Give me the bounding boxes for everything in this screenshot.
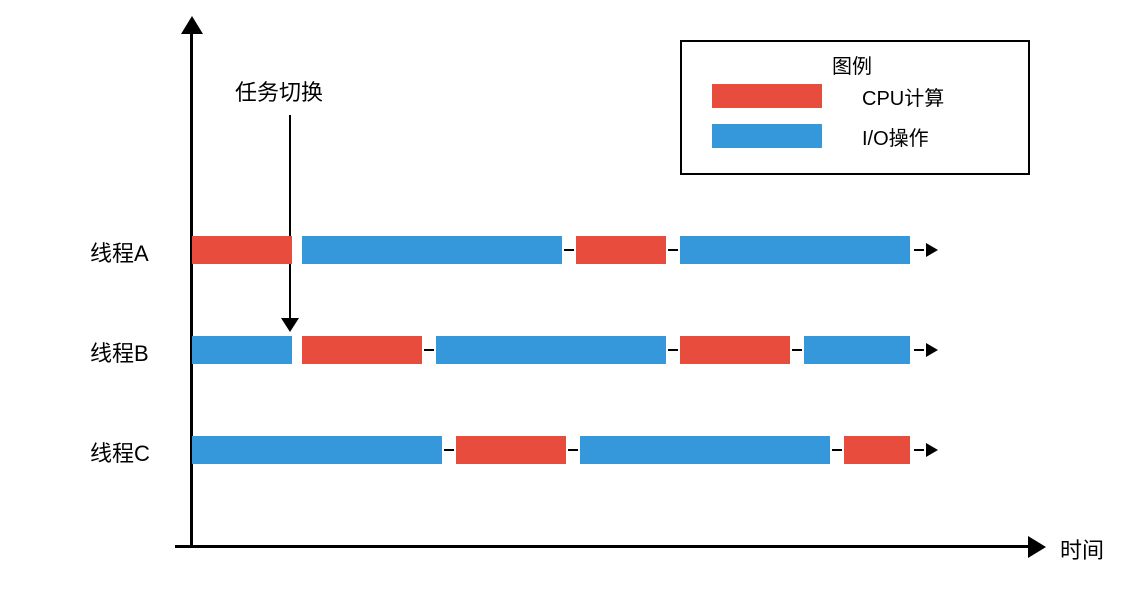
- segment-cpu: [302, 336, 422, 364]
- segment-cpu: [844, 436, 910, 464]
- segment-io: [192, 436, 442, 464]
- legend-item-label: CPU计算: [862, 82, 944, 111]
- legend-box: 图例 CPU计算 I/O操作: [680, 40, 1030, 175]
- segment-gap: [668, 349, 678, 351]
- segment-gap: [832, 449, 842, 451]
- track-label: 线程B: [90, 336, 149, 368]
- segment-gap: [564, 249, 574, 251]
- track-arrowhead: [926, 243, 938, 257]
- segment-gap: [668, 249, 678, 251]
- segment-cpu: [456, 436, 566, 464]
- annotation-arrow-line: [289, 115, 291, 320]
- track-arrowhead: [926, 343, 938, 357]
- segment-io: [192, 336, 292, 364]
- legend-swatch: [712, 84, 822, 108]
- segment-io: [804, 336, 910, 364]
- track-trailing-dash: [914, 249, 924, 251]
- segment-gap: [568, 449, 578, 451]
- legend-title: 图例: [832, 50, 872, 79]
- track-arrowhead: [926, 443, 938, 457]
- diagram-canvas: 时间 任务切换 线程A 线程B 线程C 图例 CPU计算 I/O操作: [0, 0, 1142, 595]
- x-axis-arrowhead: [1028, 536, 1046, 558]
- segment-io: [302, 236, 562, 264]
- y-axis-arrowhead: [181, 16, 203, 34]
- segment-cpu: [680, 336, 790, 364]
- segment-io: [680, 236, 910, 264]
- annotation-label: 任务切换: [235, 75, 323, 107]
- track-label: 线程A: [90, 236, 149, 268]
- legend-item-label: I/O操作: [862, 122, 929, 151]
- annotation-arrowhead: [281, 318, 299, 332]
- segment-cpu: [192, 236, 292, 264]
- segment-cpu: [576, 236, 666, 264]
- segment-gap: [424, 349, 434, 351]
- legend-swatch: [712, 124, 822, 148]
- segment-gap: [444, 449, 454, 451]
- x-axis-label: 时间: [1060, 533, 1104, 565]
- segment-io: [436, 336, 666, 364]
- track-trailing-dash: [914, 349, 924, 351]
- track-label: 线程C: [90, 436, 150, 468]
- x-axis: [175, 545, 1030, 548]
- segment-io: [580, 436, 830, 464]
- track-trailing-dash: [914, 449, 924, 451]
- y-axis: [190, 28, 193, 545]
- segment-gap: [792, 349, 802, 351]
